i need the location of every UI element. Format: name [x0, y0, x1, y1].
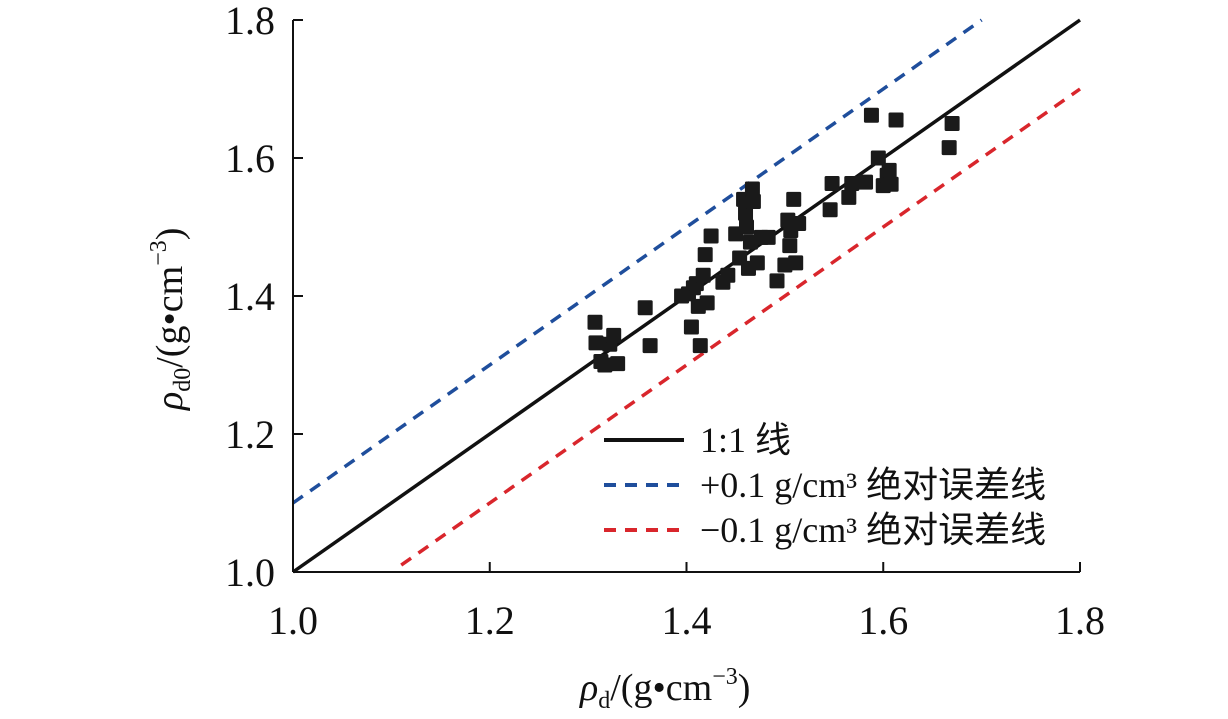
x-axis-label: ρd/(g•cm−3) [579, 664, 750, 714]
data-point-31 [749, 255, 765, 271]
data-point-46 [858, 174, 874, 190]
x-tick-label-4: 1.8 [1055, 598, 1105, 643]
data-point-29 [744, 181, 760, 197]
data-point-30 [745, 193, 761, 209]
data-point-48 [870, 150, 886, 166]
x-axis-label-unit: /(g•cm [610, 667, 712, 709]
data-point-0 [587, 314, 603, 330]
legend: 1:1 线 +0.1 g/cm³ 绝对误差线 −0.1 g/cm³ 绝对误差线 [604, 420, 1046, 550]
y-tick-label-4: 1.8 [225, 0, 275, 43]
data-point-54 [941, 140, 957, 156]
x-axis-label-sub: d [598, 688, 610, 714]
axis-ticks: 1.0 1.2 1.4 1.6 1.8 1.0 1.2 1.4 1.6 1.8 [225, 0, 1105, 643]
data-point-39 [786, 191, 802, 207]
data-point-40 [788, 255, 804, 271]
legend-item-plus: +0.1 g/cm³ 绝对误差线 [604, 465, 1046, 505]
x-axis-label-symbol: ρ [579, 667, 598, 709]
y-tick-label-0: 1.0 [225, 550, 275, 595]
data-point-51 [881, 162, 897, 178]
data-point-34 [769, 273, 785, 289]
y-tick-label-3: 1.6 [225, 136, 275, 181]
y-axis-label-close: ) [149, 228, 191, 241]
y-axis-label-sub: d0 [170, 368, 196, 392]
data-point-1 [588, 335, 604, 351]
x-tick-label-2: 1.4 [662, 598, 712, 643]
data-point-55 [944, 116, 960, 131]
legend-label-plus: +0.1 g/cm³ 绝对误差线 [700, 465, 1046, 505]
line-plus-error [291, 18, 983, 505]
legend-item-1to1: 1:1 线 [604, 420, 791, 460]
y-tick-label-1: 1.2 [225, 412, 275, 457]
data-point-26 [739, 219, 755, 235]
data-point-15 [692, 338, 708, 354]
data-point-6 [610, 356, 626, 372]
x-tick-label-3: 1.6 [858, 598, 908, 643]
x-axis-label-sup: −3 [712, 664, 738, 690]
data-point-42 [822, 202, 838, 218]
data-point-53 [888, 112, 904, 128]
data-point-21 [720, 267, 736, 283]
data-point-3 [597, 357, 613, 373]
y-axis-label-unit: /(g•cm [149, 266, 191, 368]
data-point-5 [606, 327, 622, 343]
data-point-11 [683, 319, 699, 335]
data-point-8 [642, 338, 658, 354]
data-point-45 [844, 176, 860, 192]
y-axis-label: ρd0/(g•cm−3) [146, 228, 196, 411]
data-point-33 [760, 229, 776, 245]
data-point-25 [738, 205, 754, 221]
y-axis-label-symbol: ρ [149, 392, 191, 411]
data-points [587, 107, 960, 373]
x-axis-label-close: ) [738, 667, 751, 709]
x-tick-label-1: 1.2 [465, 598, 515, 643]
y-tick-label-2: 1.4 [225, 274, 275, 319]
data-point-17 [697, 247, 713, 263]
data-point-37 [782, 238, 798, 254]
legend-item-minus: −0.1 g/cm³ 绝对误差线 [604, 510, 1046, 550]
data-point-19 [703, 228, 719, 244]
y-axis-label-sup: −3 [146, 240, 172, 266]
data-point-41 [791, 216, 807, 232]
x-tick-label-0: 1.0 [268, 598, 318, 643]
data-point-7 [637, 300, 653, 316]
data-point-52 [883, 176, 899, 192]
data-point-43 [824, 176, 840, 192]
legend-label-minus: −0.1 g/cm³ 绝对误差线 [700, 510, 1046, 550]
data-point-18 [699, 295, 715, 311]
data-point-16 [695, 267, 711, 283]
data-point-44 [841, 189, 857, 205]
legend-label-1to1: 1:1 线 [700, 420, 791, 460]
data-point-47 [863, 107, 879, 123]
